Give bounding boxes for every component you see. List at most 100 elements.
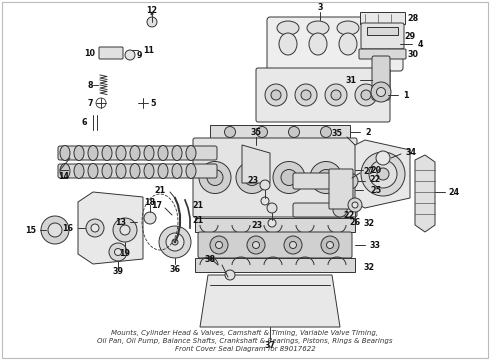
Ellipse shape xyxy=(277,21,299,35)
Text: 25: 25 xyxy=(370,185,381,194)
Ellipse shape xyxy=(102,145,112,161)
Circle shape xyxy=(352,202,358,208)
Ellipse shape xyxy=(130,145,140,161)
Circle shape xyxy=(247,236,265,254)
Circle shape xyxy=(377,168,389,180)
Bar xyxy=(367,27,398,35)
Circle shape xyxy=(333,203,347,217)
Text: 13: 13 xyxy=(115,217,126,226)
Ellipse shape xyxy=(88,163,98,179)
FancyBboxPatch shape xyxy=(359,49,406,59)
Text: 9: 9 xyxy=(137,50,143,59)
FancyBboxPatch shape xyxy=(329,169,353,209)
Circle shape xyxy=(256,126,268,138)
Text: 35: 35 xyxy=(250,127,262,136)
Circle shape xyxy=(310,162,342,194)
Circle shape xyxy=(150,13,153,15)
Text: 28: 28 xyxy=(407,14,418,23)
Ellipse shape xyxy=(337,21,359,35)
Circle shape xyxy=(271,90,281,100)
Text: 3: 3 xyxy=(317,3,323,12)
Text: 31: 31 xyxy=(345,76,356,85)
Text: 17: 17 xyxy=(151,201,162,210)
Circle shape xyxy=(41,216,69,244)
Text: 16: 16 xyxy=(62,224,73,233)
Circle shape xyxy=(321,236,339,254)
Ellipse shape xyxy=(186,163,196,179)
Circle shape xyxy=(225,270,235,280)
Ellipse shape xyxy=(309,33,327,55)
Ellipse shape xyxy=(144,163,154,179)
Circle shape xyxy=(361,152,405,196)
Text: 21: 21 xyxy=(154,185,165,194)
Text: 21: 21 xyxy=(192,201,203,210)
Circle shape xyxy=(301,90,311,100)
Circle shape xyxy=(260,180,270,190)
Circle shape xyxy=(348,198,362,212)
Text: 36: 36 xyxy=(170,265,180,274)
Text: 23: 23 xyxy=(247,176,258,185)
Text: 23: 23 xyxy=(251,220,262,230)
Circle shape xyxy=(236,162,268,194)
Ellipse shape xyxy=(369,33,387,55)
Text: 33: 33 xyxy=(370,240,381,249)
Text: 38: 38 xyxy=(204,256,216,265)
Text: 22: 22 xyxy=(343,211,354,220)
Circle shape xyxy=(376,151,390,165)
Circle shape xyxy=(325,84,347,106)
Circle shape xyxy=(265,84,287,106)
Text: 11: 11 xyxy=(143,45,154,54)
Circle shape xyxy=(326,242,334,248)
Ellipse shape xyxy=(60,145,70,161)
Text: 30: 30 xyxy=(407,50,418,59)
FancyBboxPatch shape xyxy=(293,173,352,189)
Text: 26: 26 xyxy=(349,217,361,226)
Circle shape xyxy=(207,170,223,185)
Circle shape xyxy=(244,170,260,185)
Text: 24: 24 xyxy=(448,188,459,197)
Circle shape xyxy=(284,236,302,254)
Circle shape xyxy=(281,170,297,185)
Text: Mounts, Cylinder Head & Valves, Camshaft & Timing, Variable Valve Timing,
Oil Pa: Mounts, Cylinder Head & Valves, Camshaft… xyxy=(97,330,393,352)
Text: 14: 14 xyxy=(58,171,70,180)
Circle shape xyxy=(115,248,122,256)
FancyBboxPatch shape xyxy=(99,47,123,59)
Bar xyxy=(360,12,405,24)
Ellipse shape xyxy=(60,163,70,179)
Circle shape xyxy=(113,218,137,242)
Circle shape xyxy=(252,242,260,248)
Ellipse shape xyxy=(158,163,168,179)
Text: 19: 19 xyxy=(120,248,130,257)
Ellipse shape xyxy=(367,21,389,35)
Circle shape xyxy=(290,242,296,248)
Text: 7: 7 xyxy=(88,99,93,108)
Ellipse shape xyxy=(88,145,98,161)
Ellipse shape xyxy=(186,145,196,161)
Text: 21: 21 xyxy=(192,216,203,225)
Ellipse shape xyxy=(307,21,329,35)
Polygon shape xyxy=(415,155,435,232)
Text: 1: 1 xyxy=(403,90,409,99)
Circle shape xyxy=(342,173,358,189)
Circle shape xyxy=(371,82,391,102)
FancyBboxPatch shape xyxy=(58,146,217,160)
Circle shape xyxy=(109,243,127,261)
FancyBboxPatch shape xyxy=(198,232,352,258)
Circle shape xyxy=(267,203,277,213)
Text: 37: 37 xyxy=(265,341,275,350)
Bar xyxy=(195,258,355,272)
Ellipse shape xyxy=(279,33,297,55)
FancyBboxPatch shape xyxy=(361,23,404,49)
Ellipse shape xyxy=(144,145,154,161)
Bar xyxy=(195,218,355,232)
Polygon shape xyxy=(200,275,340,327)
Text: 20: 20 xyxy=(370,166,381,175)
Polygon shape xyxy=(78,192,143,264)
Bar xyxy=(210,125,350,139)
Text: 32: 32 xyxy=(363,219,374,228)
Text: 4: 4 xyxy=(418,40,423,49)
FancyBboxPatch shape xyxy=(267,17,403,71)
Circle shape xyxy=(318,170,334,185)
Circle shape xyxy=(295,84,317,106)
Ellipse shape xyxy=(172,145,182,161)
